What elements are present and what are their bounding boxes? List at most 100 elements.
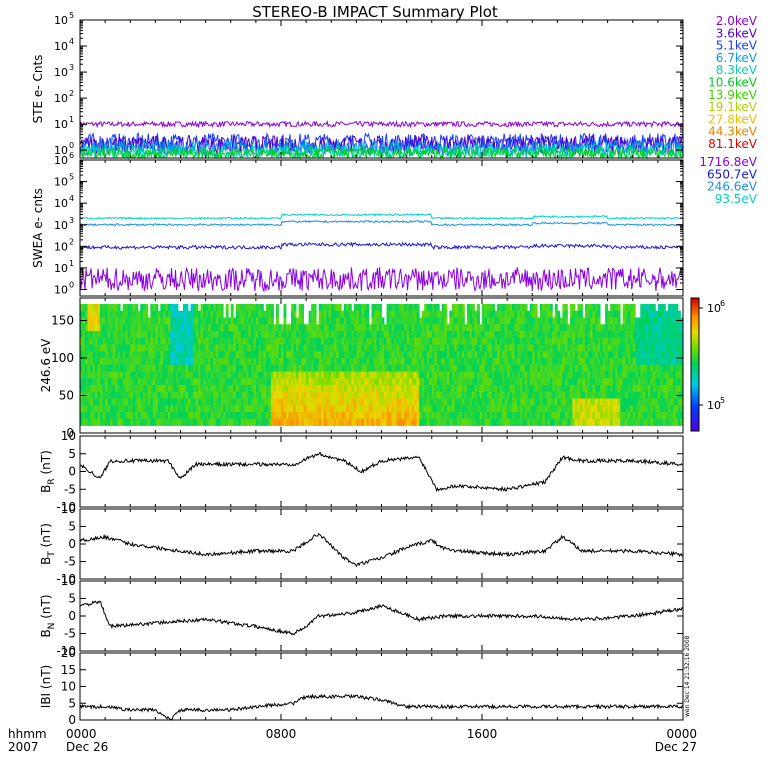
heatmap-cell bbox=[303, 351, 307, 359]
heatmap-cell bbox=[507, 324, 511, 332]
heatmap-cell bbox=[630, 324, 634, 332]
heatmap-cell bbox=[590, 385, 593, 393]
heatmap-cell bbox=[258, 418, 262, 426]
heatmap-cell bbox=[323, 324, 327, 332]
heatmap-cell bbox=[112, 324, 116, 332]
heatmap-cell bbox=[595, 385, 598, 393]
y-tick-label: 10 bbox=[54, 118, 68, 131]
heatmap-cell bbox=[378, 364, 382, 372]
heatmap-cell bbox=[675, 405, 679, 413]
heatmap-cell bbox=[225, 344, 229, 352]
heatmap-cell bbox=[484, 371, 488, 379]
heatmap-cell bbox=[363, 418, 367, 426]
heatmap-cell bbox=[225, 364, 229, 372]
heatmap-cell bbox=[152, 351, 156, 359]
y-tick-exponent: 5 bbox=[69, 173, 74, 182]
heatmap-cell bbox=[205, 398, 209, 406]
heatmap-cell bbox=[569, 391, 573, 399]
heatmap-cell bbox=[677, 358, 681, 366]
heatmap-cell bbox=[376, 391, 380, 399]
heatmap-cell bbox=[198, 337, 201, 345]
heatmap-cell bbox=[172, 412, 176, 420]
heatmap-cell bbox=[572, 385, 576, 393]
heatmap-cell bbox=[117, 385, 121, 393]
heatmap-cell bbox=[361, 364, 365, 372]
heatmap-cell bbox=[622, 391, 626, 399]
heatmap-cell bbox=[665, 371, 669, 379]
heatmap-cell bbox=[529, 310, 533, 318]
heatmap-cell bbox=[527, 418, 531, 426]
heatmap-cell bbox=[519, 324, 523, 332]
heatmap-cell bbox=[100, 405, 104, 413]
heatmap-cell bbox=[110, 351, 114, 359]
heatmap-cell bbox=[291, 304, 294, 312]
heatmap-cell bbox=[323, 317, 327, 325]
heatmap-cell bbox=[203, 358, 207, 366]
heatmap-cell bbox=[255, 317, 259, 325]
heatmap-cell bbox=[132, 358, 136, 366]
heatmap-cell bbox=[592, 317, 596, 325]
heatmap-cell bbox=[343, 317, 347, 325]
heatmap-cell bbox=[150, 385, 154, 393]
heatmap-cell bbox=[456, 385, 460, 393]
heatmap-cell bbox=[303, 324, 307, 332]
heatmap-cell bbox=[384, 398, 387, 406]
heatmap-cell bbox=[368, 412, 372, 420]
heatmap-cell bbox=[667, 364, 671, 372]
heatmap-cell bbox=[441, 364, 445, 372]
heatmap-cell bbox=[461, 405, 465, 413]
heatmap-cell bbox=[343, 378, 347, 386]
heatmap-cell bbox=[155, 391, 159, 399]
heatmap-cell bbox=[489, 364, 493, 372]
heatmap-cell bbox=[122, 344, 126, 352]
heatmap-cell bbox=[306, 324, 310, 332]
heatmap-cell bbox=[228, 331, 232, 339]
heatmap-cell bbox=[205, 391, 209, 399]
heatmap-cell bbox=[406, 412, 410, 420]
heatmap-cell bbox=[200, 324, 204, 332]
heatmap-cell bbox=[534, 418, 538, 426]
heatmap-cell bbox=[142, 371, 146, 379]
heatmap-cell bbox=[509, 391, 513, 399]
heatmap-cell bbox=[371, 344, 375, 352]
heatmap-cell bbox=[444, 331, 448, 339]
heatmap-cell bbox=[652, 378, 656, 386]
heatmap-cell bbox=[662, 351, 666, 359]
heatmap-cell bbox=[326, 412, 330, 420]
heatmap-cell bbox=[286, 344, 289, 352]
heatmap-cell bbox=[343, 412, 347, 420]
heatmap-cell bbox=[150, 358, 154, 366]
heatmap-cell bbox=[640, 351, 644, 359]
heatmap-cell bbox=[464, 418, 468, 426]
heatmap-cell bbox=[363, 364, 367, 372]
heatmap-cell bbox=[421, 405, 425, 413]
heatmap-cell bbox=[80, 405, 83, 413]
heatmap-cell bbox=[150, 331, 154, 339]
heatmap-cell bbox=[263, 385, 267, 393]
heatmap-cell bbox=[672, 358, 676, 366]
heatmap-cell bbox=[547, 418, 551, 426]
heatmap-cell bbox=[303, 371, 307, 379]
heatmap-cell bbox=[157, 310, 161, 318]
heatmap-cell bbox=[434, 418, 438, 426]
heatmap-cell bbox=[652, 331, 656, 339]
heatmap-cell bbox=[665, 364, 669, 372]
heatmap-cell bbox=[155, 405, 159, 413]
heatmap-cell bbox=[253, 398, 257, 406]
heatmap-cell bbox=[426, 364, 430, 372]
heatmap-cell bbox=[281, 385, 284, 393]
heatmap-cell bbox=[351, 317, 355, 325]
heatmap-cell bbox=[474, 378, 478, 386]
heatmap-cell bbox=[278, 324, 282, 332]
heatmap-cell bbox=[132, 385, 136, 393]
heatmap-cell bbox=[228, 351, 232, 359]
heatmap-cell bbox=[127, 344, 131, 352]
heatmap-cell bbox=[497, 324, 500, 332]
heatmap-cell bbox=[489, 351, 493, 359]
heatmap-cell bbox=[522, 337, 526, 345]
heatmap-cell bbox=[358, 358, 362, 366]
heatmap-cell bbox=[655, 398, 659, 406]
heatmap-cell bbox=[112, 412, 116, 420]
heatmap-cell bbox=[421, 418, 425, 426]
heatmap-cell bbox=[82, 331, 86, 339]
